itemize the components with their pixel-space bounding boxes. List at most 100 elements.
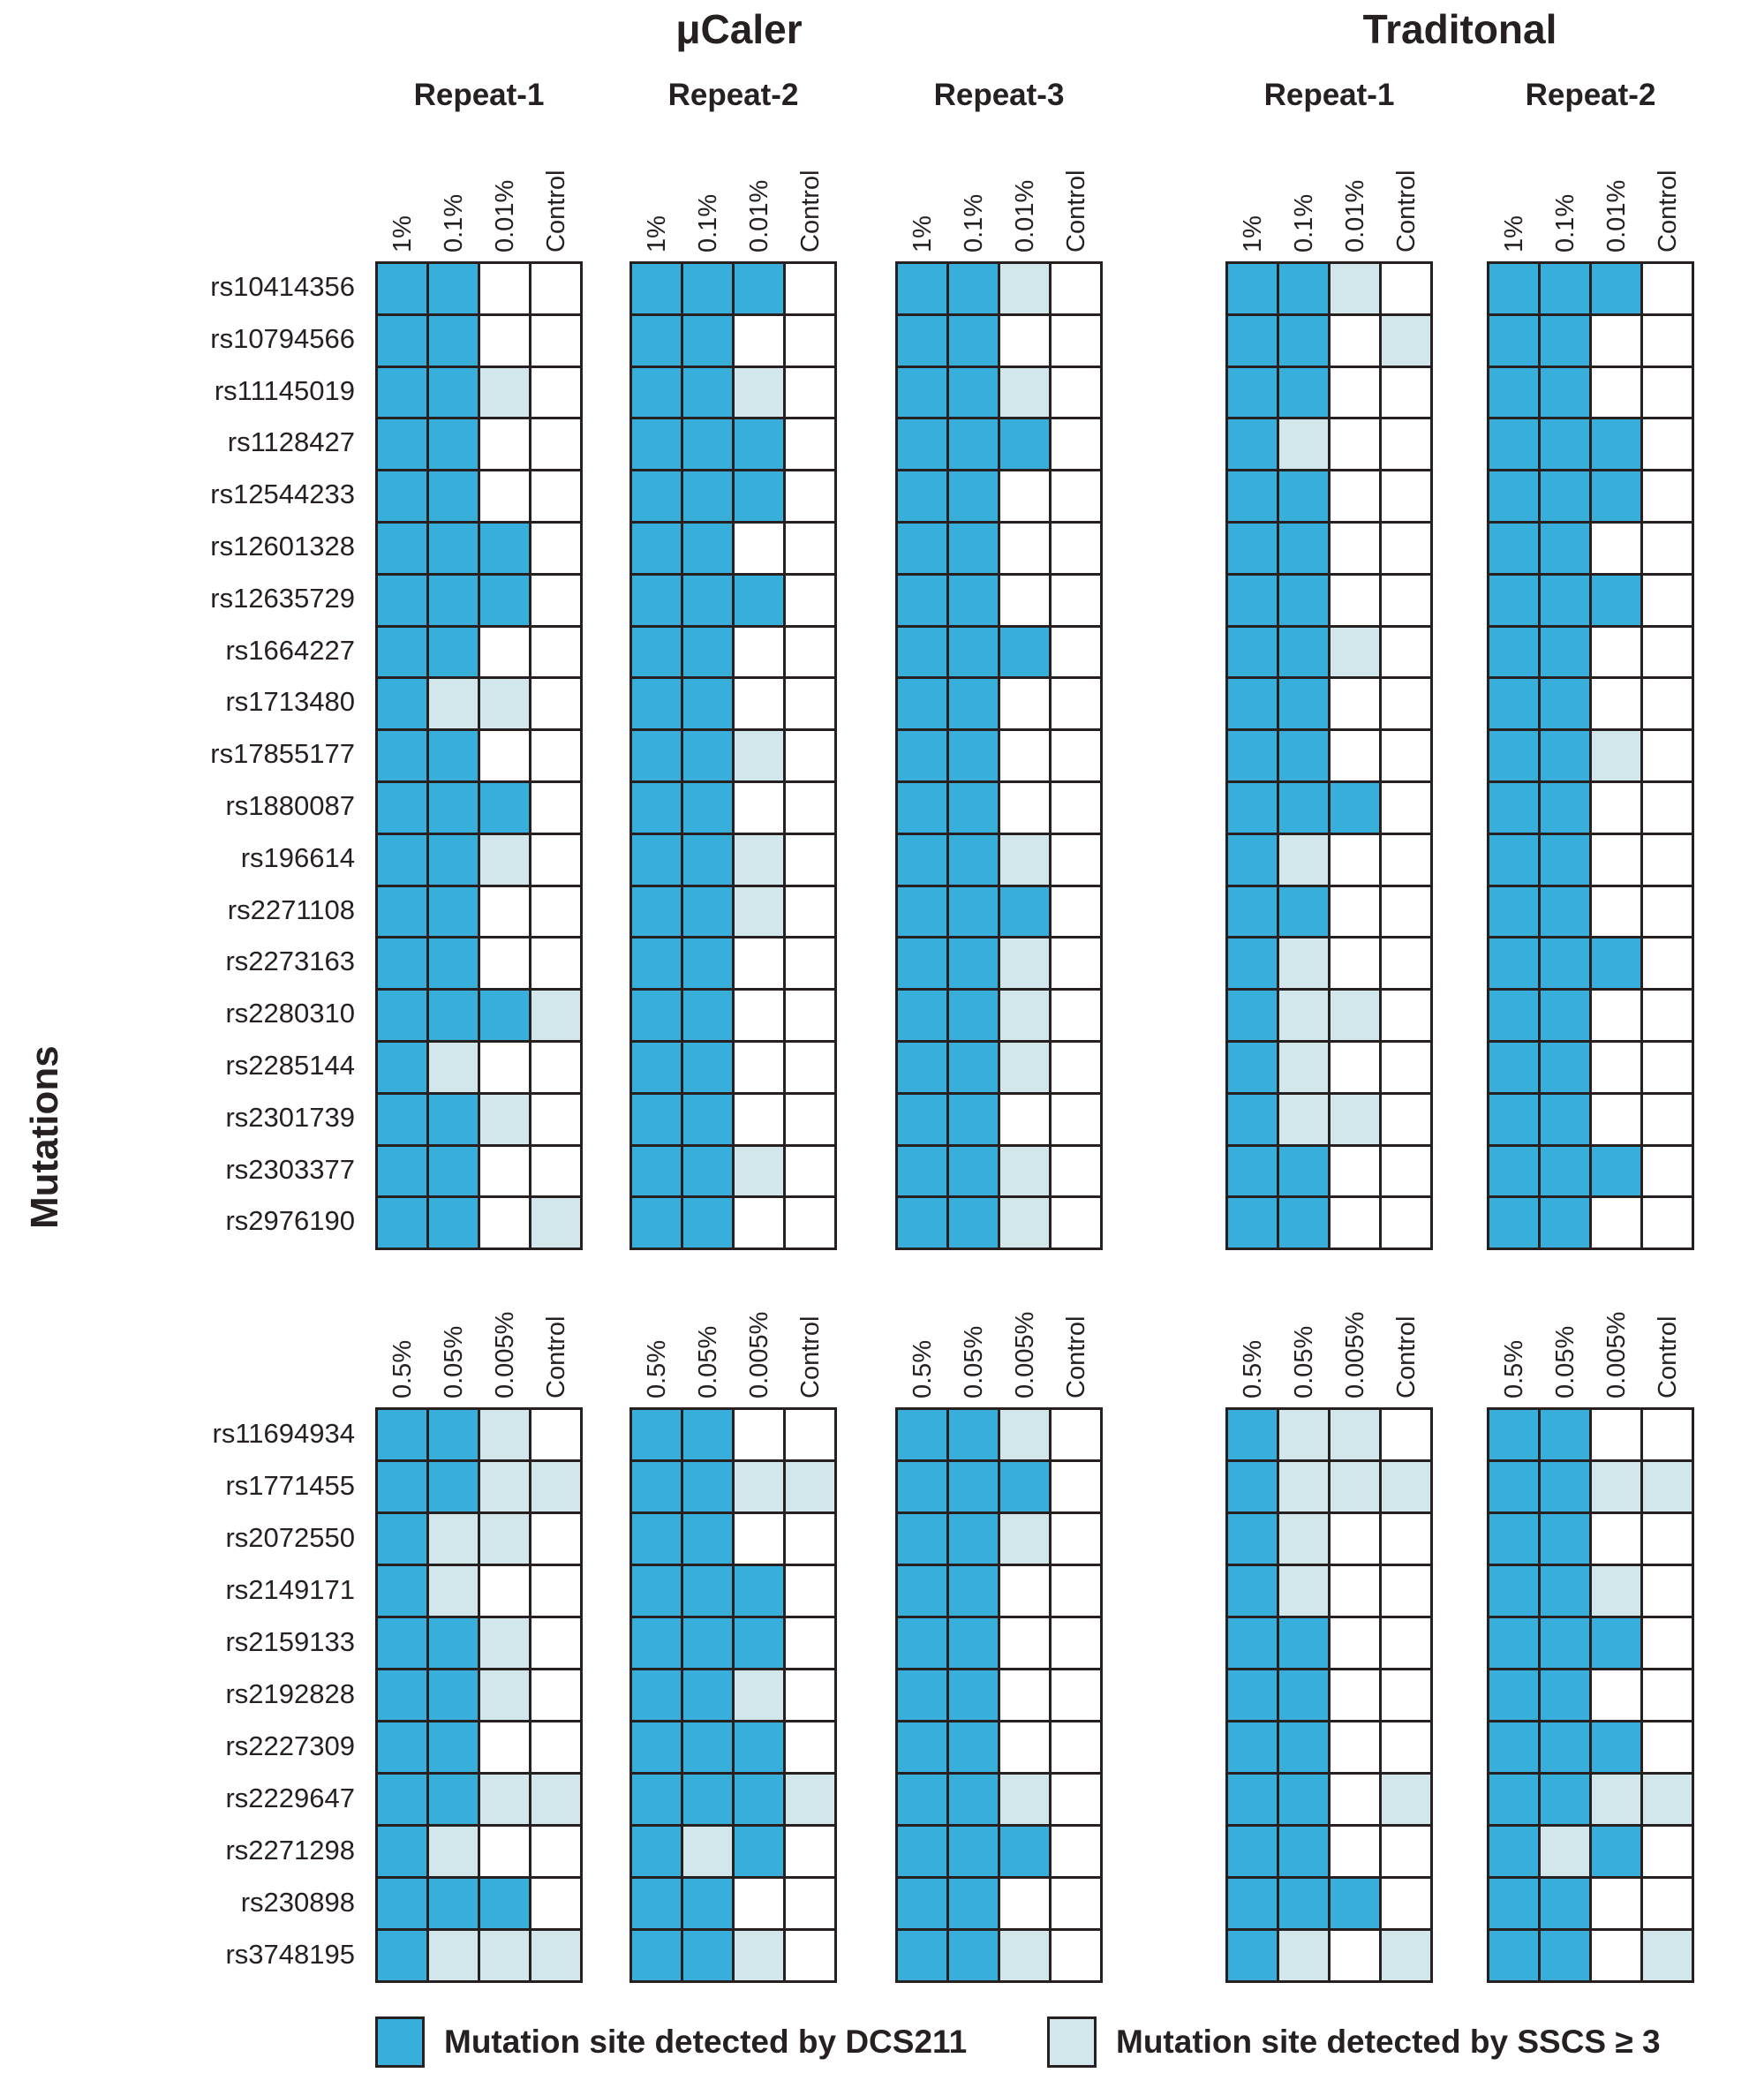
heatmap-cell bbox=[1052, 1514, 1103, 1566]
heatmap-cell bbox=[1000, 1775, 1052, 1827]
mutation-label: rs2271108 bbox=[227, 893, 355, 925]
heatmap-cell bbox=[429, 1775, 480, 1827]
heatmap-cell bbox=[1331, 886, 1382, 939]
heatmap-cell bbox=[786, 782, 837, 835]
concentration-label: Control bbox=[796, 1315, 825, 1399]
heatmap-cell bbox=[683, 1514, 735, 1566]
heatmap-cell bbox=[1643, 1670, 1694, 1722]
heatmap-cell bbox=[949, 1722, 1000, 1775]
heatmap-cell bbox=[1331, 938, 1382, 991]
heatmap-cell bbox=[1382, 1514, 1433, 1566]
heatmap-cell bbox=[1331, 1931, 1382, 1983]
heatmap-cell bbox=[1279, 1410, 1331, 1462]
mutation-label: rs12635729 bbox=[210, 582, 355, 614]
concentration-label: 1% bbox=[643, 215, 671, 253]
heatmap-cell bbox=[683, 731, 735, 783]
heatmap-block bbox=[1487, 1407, 1694, 1983]
heatmap-cell bbox=[1489, 731, 1541, 783]
heatmap-cell bbox=[683, 627, 735, 680]
heatmap-cell bbox=[531, 1775, 583, 1827]
heatmap-cell bbox=[735, 1618, 786, 1670]
heatmap-cell bbox=[1331, 367, 1382, 420]
heatmap-cell bbox=[429, 1410, 480, 1462]
heatmap-cell bbox=[1643, 1462, 1694, 1514]
heatmap-cell bbox=[1052, 1879, 1103, 1931]
heatmap-cell bbox=[735, 1198, 786, 1251]
heatmap-cell bbox=[1228, 1722, 1279, 1775]
heatmap-cell bbox=[1279, 1146, 1331, 1199]
heatmap-cell bbox=[378, 938, 429, 991]
heatmap-cell bbox=[531, 1566, 583, 1618]
heatmap-cell bbox=[1382, 1931, 1433, 1983]
heatmap-cell bbox=[898, 1146, 949, 1199]
heatmap-cell bbox=[1592, 315, 1643, 368]
heatmap-cell bbox=[1541, 1722, 1592, 1775]
heatmap-cell bbox=[1382, 523, 1433, 576]
heatmap-cell bbox=[480, 731, 531, 783]
heatmap-cell bbox=[1052, 1462, 1103, 1514]
heatmap-cell bbox=[1592, 1775, 1643, 1827]
heatmap-cell bbox=[1279, 419, 1331, 472]
heatmap-cell bbox=[531, 1462, 583, 1514]
heatmap-cell bbox=[531, 471, 583, 524]
heatmap-cell bbox=[949, 1042, 1000, 1095]
heatmap-cell bbox=[1279, 1198, 1331, 1251]
heatmap-cell bbox=[1052, 1566, 1103, 1618]
mutation-label: rs2273163 bbox=[225, 946, 355, 977]
heatmap-cell bbox=[1052, 1670, 1103, 1722]
heatmap-cell bbox=[786, 834, 837, 887]
heatmap-cell bbox=[480, 523, 531, 576]
heatmap-block bbox=[629, 1407, 837, 1983]
heatmap-cell bbox=[378, 679, 429, 732]
mutation-label: rs1713480 bbox=[225, 686, 355, 718]
mutation-label: rs2303377 bbox=[225, 1153, 355, 1185]
heatmap-cell bbox=[898, 1042, 949, 1095]
heatmap-cell bbox=[949, 575, 1000, 628]
heatmap-cell bbox=[429, 1042, 480, 1095]
heatmap-cell bbox=[531, 679, 583, 732]
concentration-label: 0.05% bbox=[440, 1325, 468, 1398]
heatmap-cell bbox=[378, 1931, 429, 1983]
legend-label-sscs: Mutation site detected by SSCS ≥ 3 bbox=[1116, 2024, 1661, 2060]
heatmap-cell bbox=[531, 1618, 583, 1670]
concentration-label: 0.05% bbox=[1551, 1325, 1579, 1398]
heatmap-cell bbox=[429, 991, 480, 1043]
heatmap-cell bbox=[1052, 731, 1103, 783]
heatmap-cell bbox=[949, 1566, 1000, 1618]
heatmap-cell bbox=[1643, 471, 1694, 524]
heatmap-cell bbox=[949, 1931, 1000, 1983]
heatmap-cell bbox=[683, 834, 735, 887]
heatmap-cell bbox=[1382, 264, 1433, 316]
heatmap-cell bbox=[480, 1775, 531, 1827]
heatmap-cell bbox=[1228, 1146, 1279, 1199]
heatmap-cell bbox=[429, 1094, 480, 1147]
heatmap-cell bbox=[1000, 575, 1052, 628]
heatmap-cell bbox=[480, 627, 531, 680]
heatmap-cell bbox=[531, 834, 583, 887]
heatmap-cell bbox=[735, 1722, 786, 1775]
heatmap-cell bbox=[1541, 1670, 1592, 1722]
heatmap-cell bbox=[1052, 782, 1103, 835]
heatmap-cell bbox=[632, 1566, 683, 1618]
heatmap-block bbox=[895, 1407, 1103, 1983]
heatmap-cell bbox=[1382, 679, 1433, 732]
heatmap-cell bbox=[632, 1670, 683, 1722]
concentration-label: 0.5% bbox=[643, 1339, 671, 1398]
heatmap-cell bbox=[1000, 1514, 1052, 1566]
heatmap-cell bbox=[1279, 679, 1331, 732]
heatmap-cell bbox=[683, 782, 735, 835]
heatmap-cell bbox=[429, 782, 480, 835]
concentration-label: 0.01% bbox=[745, 179, 773, 253]
heatmap-cell bbox=[531, 1514, 583, 1566]
heatmap-cell bbox=[531, 1094, 583, 1147]
heatmap-cell bbox=[1382, 419, 1433, 472]
heatmap-cell bbox=[786, 1879, 837, 1931]
heatmap-cell bbox=[1000, 1670, 1052, 1722]
heatmap-cell bbox=[735, 367, 786, 420]
heatmap-cell bbox=[531, 731, 583, 783]
heatmap-cell bbox=[683, 1827, 735, 1879]
heatmap-cell bbox=[949, 782, 1000, 835]
heatmap-cell bbox=[1331, 1722, 1382, 1775]
heatmap-cell bbox=[1592, 367, 1643, 420]
heatmap-cell bbox=[786, 315, 837, 368]
